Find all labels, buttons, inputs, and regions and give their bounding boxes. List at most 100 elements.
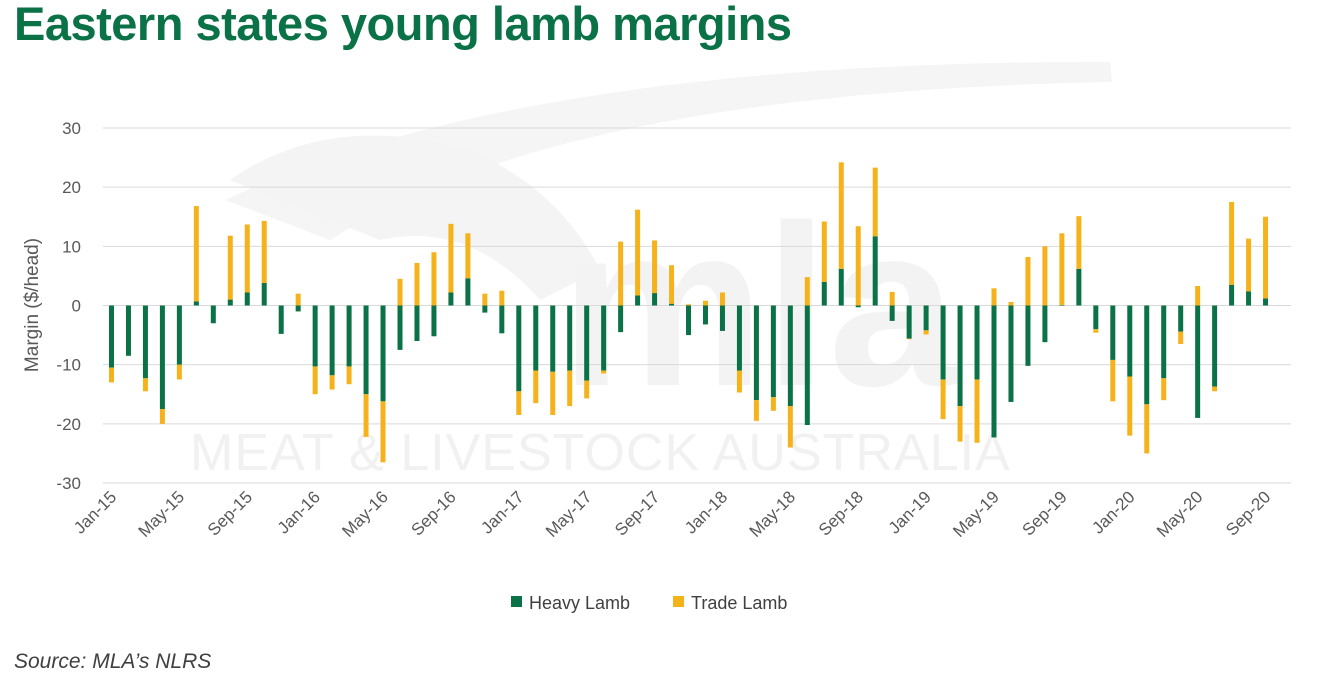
bar-heavy-lamb [618,305,624,333]
legend-label-heavy-lamb: Heavy Lamb [529,593,630,613]
bar-heavy-lamb [1110,305,1116,360]
bar-trade-lamb [906,338,912,340]
bar-heavy-lamb [193,301,199,306]
bar-heavy-lamb [838,268,844,306]
bar-heavy-lamb [1093,305,1099,330]
x-tick-label: Sep-18 [815,487,867,539]
bar-trade-lamb [957,406,963,442]
bar-heavy-lamb [1178,305,1184,332]
bar-trade-lamb [618,241,624,306]
bar-trade-lamb [1025,256,1031,306]
bar-trade-lamb [431,252,437,306]
x-tick-label: May-15 [135,487,189,541]
bar-heavy-lamb [635,295,641,306]
bar-heavy-lamb [787,305,793,407]
bar-trade-lamb [787,406,793,448]
x-tick-label: Jan-15 [70,487,120,537]
bar-trade-lamb [261,220,267,284]
bar-heavy-lamb [567,305,573,371]
bar-heavy-lamb [363,305,369,395]
bar-heavy-lamb [499,305,505,334]
bar-trade-lamb [193,206,199,302]
bar-trade-lamb [1076,216,1082,269]
bar-trade-lamb [176,364,182,380]
x-tick-label: Sep-19 [1019,487,1071,539]
bar-heavy-lamb [669,303,675,306]
bar-trade-lamb [1263,216,1269,299]
bar-trade-lamb [312,366,318,395]
bar-trade-lamb [1110,359,1116,402]
bar-heavy-lamb [380,305,386,402]
y-tick-label: 0 [72,297,81,316]
bar-heavy-lamb [1076,268,1082,306]
bar-heavy-lamb [686,305,692,336]
bar-heavy-lamb [957,305,963,407]
bar-trade-lamb [940,379,946,420]
x-tick-label: Sep-16 [408,487,460,539]
bar-trade-lamb [686,304,692,306]
x-tick-label: May-19 [949,487,1003,541]
bar-heavy-lamb [1212,305,1218,387]
bar-trade-lamb [838,162,844,269]
bar-heavy-lamb [227,299,233,306]
y-axis-ticks: 30 20 10 0 -10 -20 -30 [56,119,81,493]
bar-heavy-lamb [516,305,522,392]
x-tick-label: Sep-20 [1222,487,1274,539]
bar-trade-lamb [1008,301,1014,306]
bar-trade-lamb [1042,246,1048,306]
bar-trade-lamb [1059,233,1065,305]
bar-trade-lamb [295,293,301,306]
bar-heavy-lamb [889,305,895,321]
bar-trade-lamb [635,209,641,296]
bar-heavy-lamb [1263,298,1269,306]
bar-heavy-lamb [176,305,182,365]
watermark-text: MEAT & LIVESTOCK AUSTRALIA [190,424,1011,482]
bar-heavy-lamb [278,305,284,334]
bar-trade-lamb [346,366,352,385]
bar-trade-lamb [380,401,386,463]
bar-trade-lamb [1212,386,1218,392]
bar-trade-lamb [1178,331,1184,344]
bar-heavy-lamb [804,305,810,426]
bar-trade-lamb [702,300,708,306]
x-axis-ticks: Jan-15 May-15 Sep-15 Jan-16 May-16 Sep-16 Jan-… [70,487,1274,541]
bar-trade-lamb [142,378,148,392]
bar-trade-lamb [736,370,742,393]
bar-trade-lamb [329,375,335,390]
bar-heavy-lamb [1195,305,1201,418]
y-tick-label: -20 [56,415,81,434]
bar-trade-lamb [601,370,607,374]
bar-trade-lamb [719,292,725,306]
y-tick-label: -10 [56,356,81,375]
bar-heavy-lamb [159,305,165,410]
bar-trade-lamb [991,288,997,306]
bar-heavy-lamb [295,305,301,312]
bar-trade-lamb [974,379,980,443]
bar-trade-lamb [889,291,895,306]
y-tick-label: 20 [62,178,81,197]
bar-trade-lamb [414,262,420,306]
watermark-hill-shape [230,135,600,300]
legend-label-trade-lamb: Trade Lamb [691,593,787,613]
source-note: Source: MLA’s NLRS [14,650,212,673]
bar-heavy-lamb [1059,304,1065,306]
bar-trade-lamb [567,370,573,407]
bar-trade-lamb [923,330,929,335]
bar-heavy-lamb [601,305,607,371]
bar-heavy-lamb [312,305,318,367]
bar-trade-lamb [1144,404,1150,454]
bar-heavy-lamb [855,305,861,308]
bar-trade-lamb [516,391,522,415]
bar-heavy-lamb [1025,305,1031,366]
bar-trade-lamb [244,224,250,293]
bar-heavy-lamb [906,305,912,339]
bar-heavy-lamb [108,305,114,368]
legend-swatch-trade-lamb [673,596,684,607]
legend-swatch-heavy-lamb [511,596,522,607]
bar-heavy-lamb [414,305,420,341]
bar-heavy-lamb [1229,284,1235,306]
bar-heavy-lamb [261,283,267,306]
bar-trade-lamb [1161,378,1167,401]
bar-heavy-lamb [974,305,980,380]
